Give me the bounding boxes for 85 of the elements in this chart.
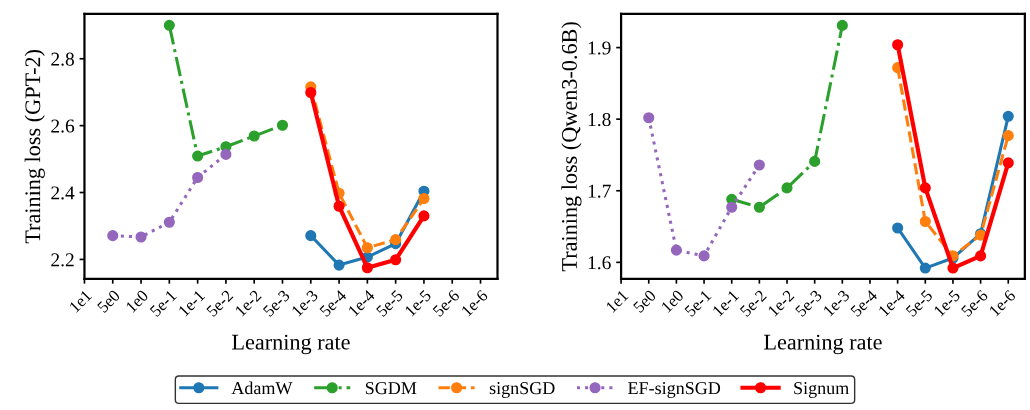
point <box>809 155 821 167</box>
point <box>947 262 959 274</box>
point <box>333 200 345 212</box>
x-tick-label: 5e0 <box>632 289 657 314</box>
point <box>305 86 317 99</box>
point <box>163 216 175 228</box>
point <box>192 171 204 184</box>
legend-label: signSGD <box>489 382 555 398</box>
x-tick-label: 1e0 <box>660 289 685 313</box>
x-tick-label: 1e-6 <box>988 289 1017 317</box>
x-tick-label: 1e-2 <box>767 289 795 317</box>
x-tick-label: 1e-1 <box>712 289 740 317</box>
x-tick-label: 5e0 <box>96 289 121 314</box>
x-tick-label: 1e-2 <box>234 289 262 317</box>
legend-label: AdamW <box>231 381 293 395</box>
point <box>163 19 175 31</box>
point <box>1002 157 1014 169</box>
point <box>276 119 289 131</box>
x-tick-label: 1e-3 <box>291 289 319 317</box>
x-tick-label: 1e-3 <box>822 289 851 317</box>
y-axis-title: Training loss (Qwen3-0.6B) <box>561 22 582 272</box>
y-tick-label: 2.8 <box>51 52 74 66</box>
point <box>919 262 931 274</box>
point <box>1002 110 1014 122</box>
point <box>390 254 402 266</box>
point <box>305 230 317 242</box>
x-tick-label: 5e-6 <box>960 289 989 318</box>
point <box>836 19 848 31</box>
x-tick-label: 5e-2 <box>206 289 234 318</box>
y-tick-label: 2.4 <box>51 186 75 200</box>
x-tick-label: 1e0 <box>125 289 149 313</box>
x-tick-label: 1e1 <box>605 289 629 313</box>
point <box>1002 130 1014 142</box>
point <box>670 244 682 256</box>
y-tick-label: 1.7 <box>588 184 611 198</box>
x-tick-label: 5e-5 <box>905 289 934 318</box>
x-tick-label: 5e-4 <box>850 289 879 318</box>
x-tick-label: 1e-1 <box>178 289 206 317</box>
y-tick-label: 1.6 <box>588 256 611 270</box>
legend-label: Signum <box>794 382 849 398</box>
x-tick-label: 1e-5 <box>933 289 961 317</box>
x-tick-label: 5e-6 <box>432 289 461 318</box>
x-tick-label: 1e-5 <box>404 289 432 317</box>
x-axis-title: Learning rate <box>232 334 350 355</box>
point <box>418 210 430 222</box>
x-tick-label: 5e-5 <box>375 289 404 318</box>
point <box>248 130 260 142</box>
point <box>135 231 147 243</box>
x-tick-label: 5e-3 <box>262 289 291 318</box>
point <box>192 150 204 162</box>
x-tick-label: 5e-4 <box>319 289 348 318</box>
point <box>919 182 931 194</box>
point <box>361 262 373 274</box>
point <box>975 250 987 262</box>
x-tick-label: 5e-3 <box>794 289 823 318</box>
x-tick-label: 1e1 <box>68 289 93 313</box>
point <box>919 215 931 228</box>
point <box>333 259 345 271</box>
x-tick-label: 1e-4 <box>878 289 906 317</box>
point <box>892 222 904 234</box>
point <box>753 201 765 213</box>
x-tick-label: 5e-2 <box>739 289 768 318</box>
x-tick-label: 5e-1 <box>684 289 712 318</box>
x-axis-title: Learning rate <box>764 334 882 355</box>
x-tick-label: 1e-4 <box>347 289 376 317</box>
y-tick-label: 1.9 <box>588 41 611 55</box>
legend-label: SGDM <box>365 382 417 395</box>
legend-label: EF-signSGD <box>628 382 721 398</box>
point <box>220 148 232 160</box>
y-tick-label: 1.8 <box>588 112 611 127</box>
x-tick-label: 1e-6 <box>460 289 489 317</box>
point <box>107 230 119 242</box>
point <box>361 242 373 254</box>
point <box>892 39 904 51</box>
point <box>753 159 765 171</box>
y-tick-label: 2.6 <box>51 119 75 133</box>
x-tick-label: 5e-1 <box>149 289 177 318</box>
y-tick-label: 2.2 <box>51 253 74 267</box>
point <box>726 201 738 213</box>
point <box>781 182 793 194</box>
y-axis-title: Training loss (GPT-2) <box>24 49 45 244</box>
point <box>698 250 710 262</box>
point <box>390 234 402 246</box>
point <box>418 192 430 205</box>
point <box>643 112 655 124</box>
